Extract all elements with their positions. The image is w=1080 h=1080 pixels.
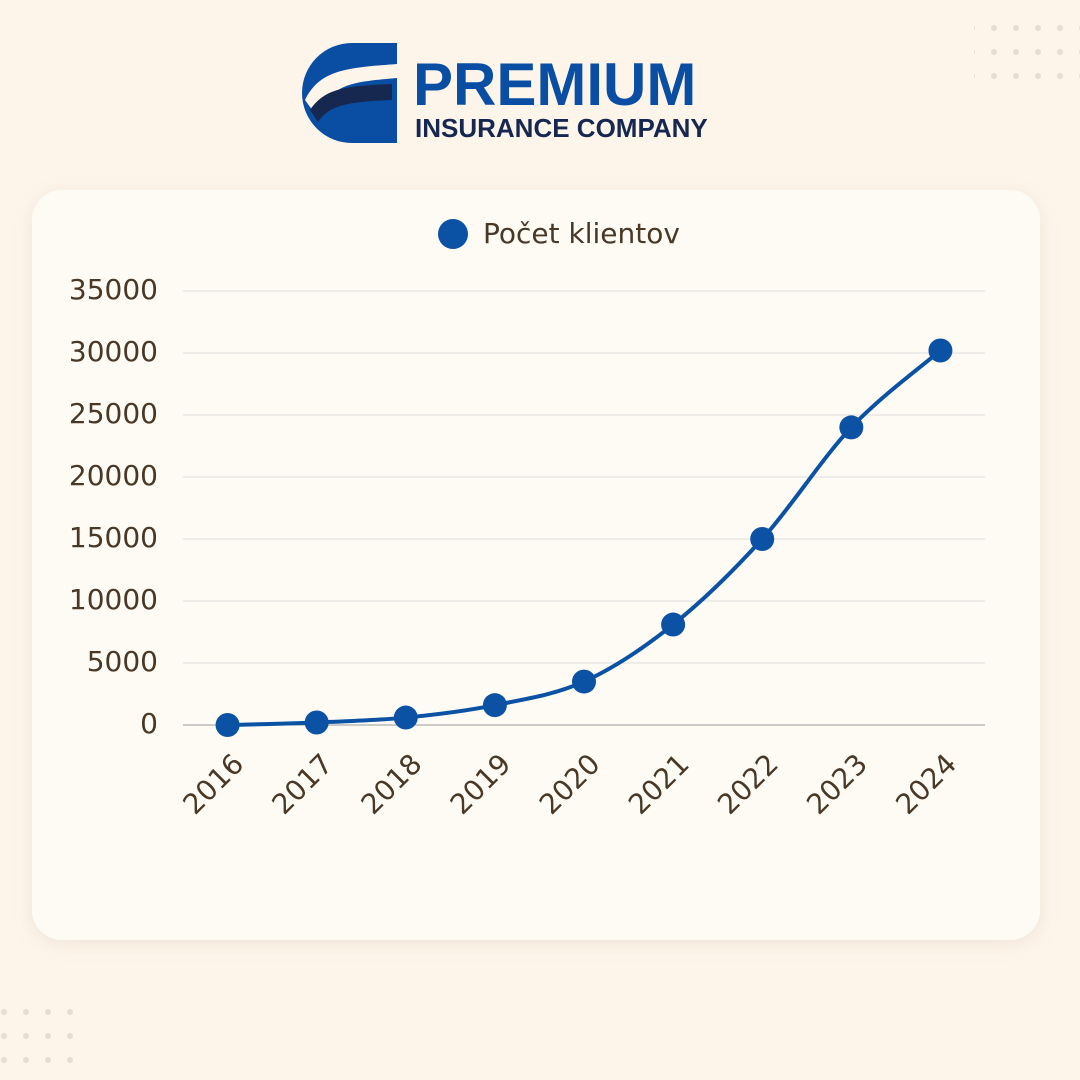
y-tick-label: 15000: [69, 521, 158, 554]
logo: PREMIUM INSURANCE COMPANY: [302, 43, 708, 143]
point: [482, 693, 507, 718]
point: [928, 338, 953, 363]
logo-subtitle: INSURANCE COMPANY: [415, 113, 708, 143]
decor-dots: [974, 10, 1080, 96]
y-tick-label: 25000: [69, 397, 158, 430]
logo-name: PREMIUM: [413, 51, 696, 118]
y-tick-label: 20000: [69, 459, 158, 492]
point: [839, 415, 864, 440]
logo-swoosh: [310, 84, 392, 122]
decor-dots: [0, 998, 88, 1070]
y-tick-label: 10000: [69, 583, 158, 616]
line: [227, 349, 942, 727]
legend-marker: [438, 219, 468, 249]
y-tick-label: 30000: [69, 335, 158, 368]
point: [215, 713, 240, 737]
point: [572, 669, 596, 694]
point: [661, 612, 686, 637]
logo-swoosh: [305, 64, 397, 118]
point: [750, 527, 775, 551]
y-tick-label: 35000: [69, 273, 158, 306]
point: [393, 705, 418, 730]
point: [304, 710, 329, 735]
y-tick-label: 5000: [87, 645, 158, 678]
legend-label: Počet klientov: [483, 217, 680, 250]
y-tick-label: 0: [140, 707, 158, 740]
chart-card: [32, 190, 1040, 940]
